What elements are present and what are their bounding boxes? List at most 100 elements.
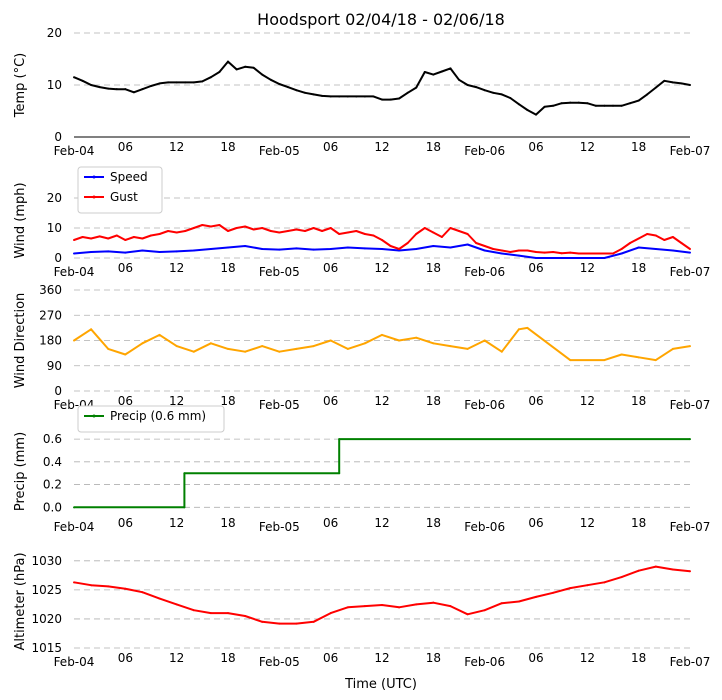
precip-data-point: [338, 438, 341, 441]
wind-legend-marker: [92, 175, 96, 179]
wind-data-point: [671, 236, 674, 238]
wind-data-point: [338, 233, 341, 235]
temp-data-point: [458, 78, 460, 81]
wind-data-point: [432, 231, 435, 234]
temp-data-point: [141, 88, 144, 91]
precip-ytick-label: 0.4: [43, 455, 62, 469]
wind-data-point: [244, 225, 247, 228]
wind-data-point: [560, 252, 563, 255]
wind-xtick-label: Feb-04: [54, 265, 95, 279]
wind-data-point: [389, 245, 392, 247]
wind-data-point: [107, 237, 110, 240]
alt-xtick-label: 06: [118, 651, 133, 665]
precip-ytick-label: 0.2: [43, 478, 62, 492]
precip-data-point: [183, 472, 186, 475]
wind-xtick-label: 12: [580, 261, 595, 275]
temp-data-point: [295, 89, 298, 92]
dir-data-point: [295, 347, 298, 350]
wind-data-point: [423, 227, 426, 229]
alt-xtick-label: 06: [528, 651, 543, 665]
alt-data-point: [500, 602, 503, 605]
alt-data-point: [244, 615, 247, 618]
alt-ytick-label: 1030: [31, 554, 62, 568]
temp-series-line-temp: [73, 60, 691, 116]
alt-data-point: [569, 587, 572, 590]
wind-data-point: [304, 230, 306, 232]
temp-xtick-label: 06: [118, 140, 133, 154]
alt-data-point: [261, 620, 264, 623]
dir-data-point: [689, 345, 691, 348]
wind-data-point: [381, 239, 383, 241]
precip-xtick-label: Feb-04: [54, 520, 95, 534]
temp-xtick-label: 12: [169, 140, 184, 154]
wind-xtick-label: 18: [631, 261, 646, 275]
temp-data-point: [346, 95, 349, 98]
wind-data-point: [432, 245, 435, 247]
alt-data-point: [175, 603, 178, 606]
wind-data-point: [535, 257, 537, 259]
dir-data-point: [244, 350, 247, 353]
precip-panel: 0.0 0.2 0.4 0.6 Precip (mm) Feb-04 06 12 18 Feb-0…: [13, 405, 711, 534]
temp-data-point: [321, 94, 324, 97]
temp-ytick-label: 20: [47, 26, 62, 40]
wind-data-point: [535, 251, 537, 253]
dir-xtick-label: 18: [220, 394, 235, 408]
temp-data-point: [526, 108, 529, 111]
dir-data-point: [603, 359, 606, 362]
wind-data-point: [184, 230, 187, 232]
alt-data-point: [415, 603, 418, 606]
wind-xtick-label: 18: [220, 261, 235, 275]
temp-data-point: [98, 86, 101, 89]
temp-data-point: [90, 84, 93, 86]
precip-legend-box: [77, 405, 225, 433]
dir-ytick-label: 180: [39, 334, 62, 348]
alt-data-point: [73, 581, 75, 584]
wind-data-point: [646, 233, 649, 235]
dir-data-point: [500, 350, 503, 353]
temp-data-point: [680, 82, 683, 85]
wind-data-point: [107, 250, 110, 253]
wind-data-point: [227, 230, 229, 232]
wind-data-point: [90, 251, 93, 253]
temp-xtick-label: Feb-04: [54, 144, 95, 158]
precip-xtick-label: Feb-06: [464, 520, 505, 534]
alt-data-point: [552, 591, 555, 594]
temp-data-point: [184, 81, 187, 84]
alt-ytick-label: 1025: [31, 583, 62, 597]
precip-series-line-precip-0-6-mm-: [74, 438, 690, 509]
precip-ytick-label: 0.6: [43, 432, 62, 446]
temp-data-point: [406, 91, 409, 94]
dir-data-point: [227, 347, 229, 350]
temp-data-point: [132, 91, 135, 94]
wind-data-point: [381, 248, 383, 250]
wind-data-point: [449, 227, 452, 229]
temp-xtick-label: Feb-07: [670, 144, 711, 158]
wind-data-point: [689, 248, 691, 250]
temp-xtick-label: 06: [528, 140, 543, 154]
precip-xtick-label: Feb-07: [670, 520, 711, 534]
wind-ytick-label: 10: [47, 221, 62, 235]
temp-data-point: [398, 97, 401, 100]
temp-data-point: [594, 104, 597, 107]
wind-data-point: [372, 234, 375, 237]
temp-data-point: [492, 91, 495, 94]
alt-xtick-label: Feb-06: [464, 655, 505, 669]
wind-data-point: [124, 239, 127, 241]
alt-data-point: [689, 570, 691, 573]
wind-data-point: [483, 245, 486, 247]
dir-data-point: [278, 350, 281, 353]
temp-data-point: [475, 86, 478, 89]
temp-data-point: [552, 104, 555, 107]
wind-data-point: [415, 248, 418, 250]
dir-ytick-label: 360: [39, 283, 62, 297]
temp-xtick-label: Feb-06: [464, 144, 505, 158]
wind-data-point: [517, 254, 520, 257]
dir-xtick-label: 06: [118, 394, 133, 408]
wind-data-point: [663, 239, 666, 241]
temp-data-point: [150, 85, 152, 88]
alt-xtick-label: 12: [580, 651, 595, 665]
wind-data-point: [543, 251, 546, 254]
wind-data-point: [98, 235, 101, 238]
temp-y-axis-label: Temp (°C): [13, 53, 28, 119]
